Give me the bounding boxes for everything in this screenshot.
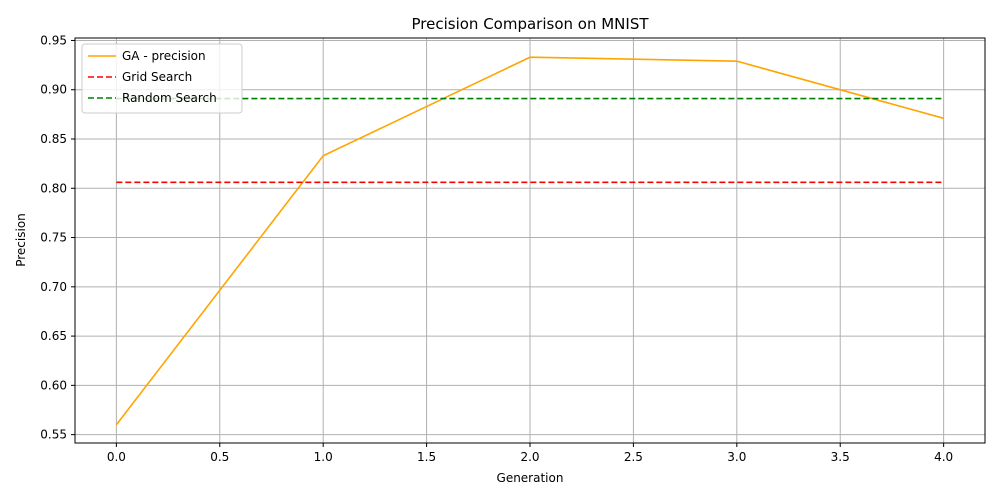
y-tick-label: 0.95 bbox=[40, 33, 67, 47]
legend: GA - precision Grid Search Random Search bbox=[81, 43, 243, 114]
x-tick-label: 2.0 bbox=[520, 450, 539, 464]
y-tick-label: 0.90 bbox=[40, 83, 67, 97]
y-axis-ticks: 0.55 0.60 0.65 0.70 0.75 0.80 0.85 0.90 0.95 bbox=[40, 33, 75, 442]
series-line-0 bbox=[115, 56, 944, 426]
y-tick-label: 0.65 bbox=[40, 329, 67, 343]
chart-title: Precision Comparison on MNIST bbox=[412, 15, 650, 33]
x-axis-ticks: 0.0 0.5 1.0 1.5 2.0 2.5 3.0 3.5 4.0 bbox=[107, 443, 953, 464]
x-tick-label: 1.5 bbox=[417, 450, 436, 464]
legend-box bbox=[81, 43, 243, 114]
y-tick-label: 0.55 bbox=[40, 428, 67, 442]
y-tick-label: 0.80 bbox=[40, 181, 67, 195]
legend-label: GA - precision bbox=[122, 49, 206, 63]
x-axis-label: Generation bbox=[497, 471, 564, 485]
y-tick-label: 0.60 bbox=[40, 378, 67, 392]
series-lines bbox=[115, 56, 944, 426]
y-tick-label: 0.70 bbox=[40, 280, 67, 294]
x-tick-label: 2.5 bbox=[624, 450, 643, 464]
y-axis-label: Precision bbox=[14, 213, 28, 267]
y-tick-label: 0.75 bbox=[40, 231, 67, 245]
y-tick-label: 0.85 bbox=[40, 132, 67, 146]
x-tick-label: 3.5 bbox=[831, 450, 850, 464]
legend-label: Grid Search bbox=[122, 70, 192, 84]
x-tick-label: 3.0 bbox=[727, 450, 746, 464]
x-tick-label: 0.0 bbox=[107, 450, 126, 464]
legend-label: Random Search bbox=[122, 91, 217, 105]
x-tick-label: 0.5 bbox=[210, 450, 229, 464]
grid-lines bbox=[75, 38, 985, 443]
x-tick-label: 1.0 bbox=[314, 450, 333, 464]
x-tick-label: 4.0 bbox=[934, 450, 953, 464]
